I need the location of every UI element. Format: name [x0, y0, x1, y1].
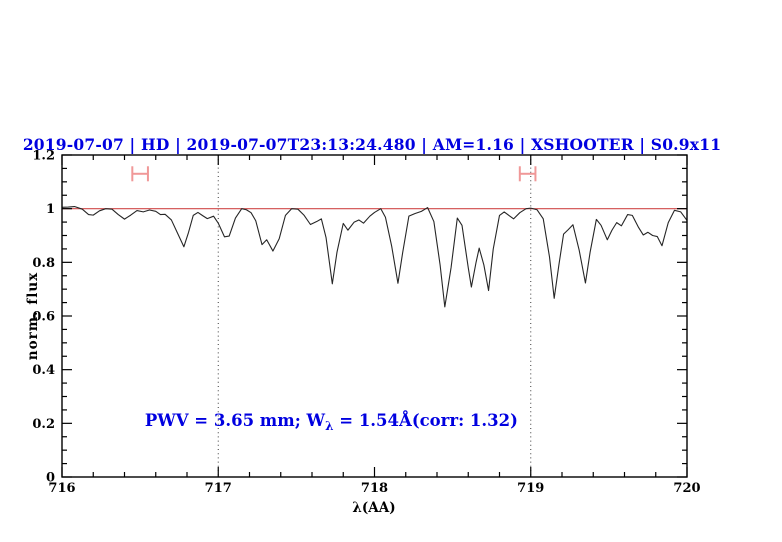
- x-tick-label: 716: [48, 481, 75, 496]
- y-tick-label: 1: [46, 202, 55, 217]
- y-tick-label: 0.2: [32, 417, 55, 432]
- y-axis-label: norm. flux: [25, 272, 41, 360]
- x-tick-label: 718: [361, 481, 388, 496]
- x-axis-label: λ(AA): [352, 500, 395, 516]
- chart-title: 2019-07-07 | HD | 2019-07-07T23:13:24.48…: [23, 135, 721, 154]
- x-tick-label: 717: [205, 481, 232, 496]
- chart-plot-area: 716 717 718 719 720 0 0.2 0.4 0.6 0.8 1 1.2 PWV = 3.…: [32, 149, 700, 497]
- y-tick-label: 0.8: [32, 256, 55, 271]
- errorbar-marker: [131, 166, 149, 182]
- pwv-annotation-part: = 1.54Å(corr: 1.32): [334, 409, 518, 430]
- y-tick-label: 0: [46, 471, 55, 486]
- x-tick-label: 720: [673, 481, 700, 496]
- pwv-annotation-part: PWV = 3.65 mm; W: [145, 411, 326, 430]
- y-tick-label: 0.6: [32, 310, 55, 325]
- spectrum-line: [61, 205, 688, 308]
- y-tick-label: 0.4: [32, 363, 55, 378]
- pwv-annotation-part: λ: [325, 419, 333, 433]
- y-tick-label: 1.2: [32, 149, 55, 164]
- pwv-annotation: PWV = 3.65 mm; Wλ = 1.54Å(corr: 1.32): [145, 409, 518, 433]
- errorbar-marker: [518, 166, 537, 182]
- x-tick-label: 719: [517, 481, 544, 496]
